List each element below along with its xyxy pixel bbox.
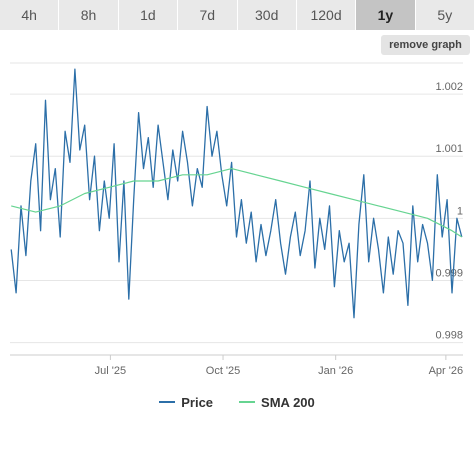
- sma-legend-swatch: [239, 401, 256, 403]
- price-legend-swatch: [159, 401, 176, 403]
- price-chart: 0.998 0.999 1 1.001 1.002 Jul '25 Oct '25 Jan '…: [10, 62, 464, 377]
- tab-7d[interactable]: 7d: [178, 0, 238, 30]
- tab-120d[interactable]: 120d: [296, 0, 357, 30]
- remove-graph-button[interactable]: remove graph: [381, 35, 470, 55]
- tab-30d[interactable]: 30d: [237, 0, 297, 30]
- y-tick-label: 0.999: [435, 267, 463, 279]
- x-tick-label: Oct '25: [206, 365, 241, 377]
- x-tick-label: Apr '26: [429, 365, 464, 377]
- legend-label-price: Price: [181, 394, 214, 410]
- tab-1y[interactable]: 1y: [356, 0, 416, 30]
- tab-8h[interactable]: 8h: [59, 0, 119, 30]
- tab-5y[interactable]: 5y: [415, 0, 474, 30]
- y-tick-label: 1.002: [435, 81, 463, 93]
- legend-item-price[interactable]: Price: [159, 395, 213, 410]
- legend-label-sma: SMA 200: [261, 394, 315, 410]
- y-tick-label: 1.001: [435, 143, 463, 155]
- tab-4h[interactable]: 4h: [0, 0, 60, 30]
- legend-item-sma[interactable]: SMA 200: [239, 395, 315, 410]
- tab-1d[interactable]: 1d: [118, 0, 179, 30]
- y-tick-label: 1: [457, 205, 463, 217]
- chart-legend: Price SMA 200: [0, 392, 474, 412]
- x-tick-label: Jan '26: [318, 365, 353, 377]
- y-tick-label: 0.998: [435, 330, 463, 342]
- range-tab-bar: 4h 8h 1d 7d 30d 120d 1y 5y: [0, 0, 474, 30]
- x-tick-label: Jul '25: [95, 365, 126, 377]
- price-series-line: [10, 68, 463, 319]
- sma-200-series-line: [11, 167, 463, 238]
